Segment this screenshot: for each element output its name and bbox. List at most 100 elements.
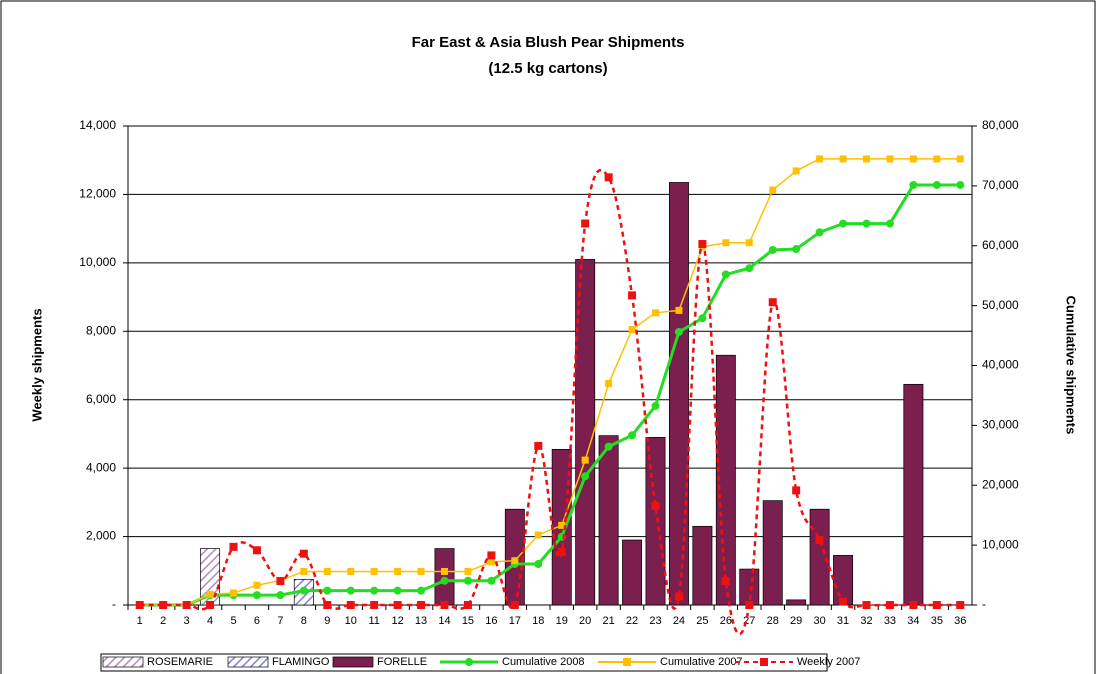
marker <box>581 219 590 228</box>
marker <box>347 567 355 575</box>
legend-label: Cumulative 2008 <box>502 656 585 668</box>
bar <box>692 525 713 606</box>
marker <box>276 577 285 586</box>
marker <box>815 535 824 544</box>
x-tick-label: 14 <box>438 615 450 627</box>
marker <box>487 551 496 560</box>
marker <box>534 531 542 539</box>
x-tick-label: 34 <box>907 615 919 627</box>
legend-label: Weekly 2007 <box>797 656 860 668</box>
marker <box>721 577 730 586</box>
marker <box>394 567 402 575</box>
legend-marker <box>465 658 473 666</box>
marker <box>487 576 496 585</box>
bar <box>903 383 924 606</box>
marker <box>557 547 566 556</box>
marker <box>674 592 683 601</box>
y2-tick-label: 70,000 <box>982 178 1019 192</box>
x-tick-label: 20 <box>579 615 591 627</box>
marker <box>745 264 754 273</box>
x-tick-label: 9 <box>324 615 330 627</box>
marker <box>558 521 566 529</box>
marker <box>652 309 659 317</box>
y2-tick-label: 20,000 <box>982 477 1019 491</box>
marker <box>816 155 824 163</box>
legend-swatch <box>102 656 144 668</box>
marker <box>721 270 730 279</box>
x-tick-label: 32 <box>860 615 872 627</box>
marker <box>464 567 472 575</box>
y-axis-label: Weekly shipments <box>29 308 44 421</box>
marker <box>792 167 800 175</box>
marker <box>792 486 801 495</box>
marker <box>674 327 683 336</box>
legend-swatch <box>227 656 269 668</box>
y-tick-label: 8,000 <box>86 323 116 337</box>
marker <box>768 298 777 307</box>
bar <box>598 435 619 606</box>
x-tick-label: 5 <box>230 615 236 627</box>
legend-label: FORELLE <box>377 656 427 668</box>
marker <box>252 546 261 555</box>
x-tick-label: 7 <box>277 615 283 627</box>
x-tick-label: 12 <box>391 615 403 627</box>
y-tick-label: 6,000 <box>86 392 116 406</box>
marker <box>299 586 308 595</box>
marker <box>299 549 308 558</box>
legend-label: FLAMINGO <box>272 656 330 668</box>
y2-tick-label: 10,000 <box>982 537 1019 551</box>
legend-label: Cumulative 2007 <box>660 656 743 668</box>
marker <box>956 180 965 189</box>
marker <box>206 601 215 609</box>
marker <box>229 542 238 551</box>
marker <box>534 559 543 568</box>
y2-tick-label: 80,000 <box>982 118 1019 132</box>
x-tick-label: 2 <box>160 615 166 627</box>
y2-tick-label: - <box>982 597 986 611</box>
marker <box>956 601 965 609</box>
x-tick-label: 25 <box>696 615 708 627</box>
marker <box>839 219 848 228</box>
x-tick-label: 19 <box>556 615 568 627</box>
bar <box>645 437 666 606</box>
marker <box>909 155 917 163</box>
marker <box>932 601 941 609</box>
marker <box>346 586 355 595</box>
bar <box>809 508 830 606</box>
marker <box>370 601 379 609</box>
marker <box>440 576 449 585</box>
marker <box>885 601 894 609</box>
x-tick-label: 21 <box>602 615 614 627</box>
bar <box>715 354 736 606</box>
x-tick-label: 33 <box>884 615 896 627</box>
y2-tick-label: 50,000 <box>982 298 1019 312</box>
x-tick-label: 8 <box>301 615 307 627</box>
y2-tick-label: 60,000 <box>982 238 1019 252</box>
x-tick-label: 11 <box>368 615 379 627</box>
marker <box>346 601 355 609</box>
marker <box>581 456 589 464</box>
marker <box>839 597 848 606</box>
marker <box>628 326 636 334</box>
marker <box>885 219 894 228</box>
marker <box>323 586 332 595</box>
x-tick-label: 36 <box>954 615 966 627</box>
marker <box>440 601 449 609</box>
legend-marker <box>623 658 631 666</box>
marker <box>441 567 448 575</box>
marker <box>909 601 918 609</box>
plot-area <box>127 125 973 606</box>
marker <box>487 558 495 566</box>
marker <box>253 581 261 589</box>
marker <box>393 586 402 595</box>
x-tick-label: 15 <box>462 615 474 627</box>
y-tick-label: 4,000 <box>86 460 116 474</box>
x-tick-label: 22 <box>626 615 638 627</box>
y-tick-label: - <box>112 597 116 611</box>
y2-axis-label: Cumulative shipments <box>1064 296 1079 435</box>
marker <box>323 567 331 575</box>
bar <box>668 182 689 606</box>
marker <box>698 240 707 249</box>
x-tick-label: 24 <box>673 615 685 627</box>
